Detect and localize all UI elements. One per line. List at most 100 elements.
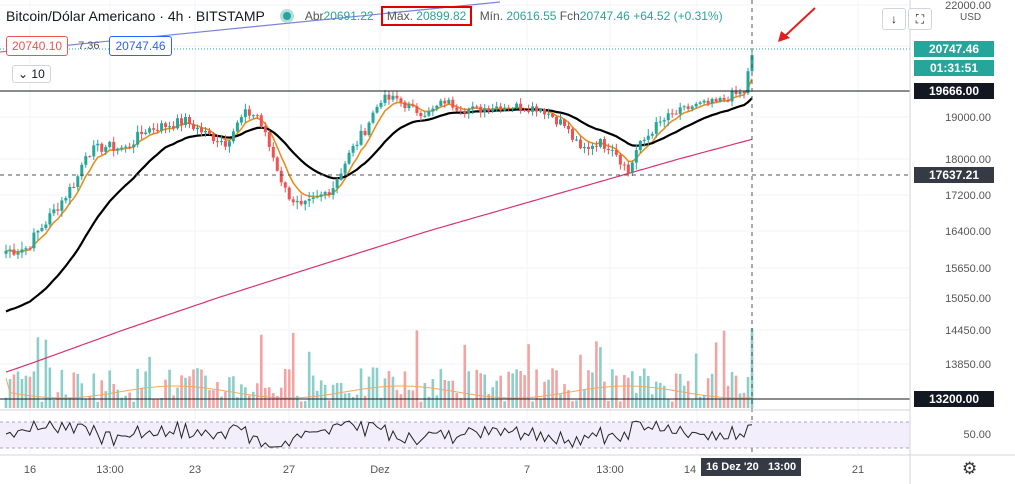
candle-body bbox=[176, 118, 180, 129]
candle-body bbox=[523, 109, 527, 111]
candle-body bbox=[168, 126, 172, 128]
volume-bar bbox=[260, 334, 263, 408]
candle-body bbox=[463, 111, 467, 113]
candle-body bbox=[407, 104, 411, 109]
scroll-down-button[interactable]: ↓ bbox=[882, 8, 906, 30]
candle-body bbox=[427, 111, 431, 116]
candle-body bbox=[299, 200, 303, 205]
candle-body bbox=[295, 200, 299, 203]
volume-bar bbox=[746, 377, 750, 408]
volume-bar bbox=[124, 395, 127, 408]
candle-body bbox=[503, 107, 507, 111]
volume-bar bbox=[112, 383, 116, 408]
volume-bar bbox=[339, 382, 343, 408]
volume-bar bbox=[84, 398, 88, 408]
candle-body bbox=[614, 149, 618, 155]
ask-price[interactable]: 20747.46 bbox=[109, 36, 172, 56]
x-tick-label: Dez bbox=[370, 464, 390, 476]
volume-bar bbox=[351, 397, 355, 408]
volume-bar bbox=[642, 368, 646, 408]
y-tick-label: 15050.00 bbox=[945, 293, 991, 305]
ma-length: 10 bbox=[31, 67, 45, 81]
candle-body bbox=[519, 103, 523, 110]
x-tick-label: 14 bbox=[684, 464, 696, 476]
candle-body bbox=[670, 113, 674, 115]
candle-body bbox=[403, 102, 407, 109]
volume-bar bbox=[56, 392, 60, 408]
volume-bar bbox=[303, 401, 307, 408]
volume-bar bbox=[379, 397, 383, 408]
candle-body bbox=[750, 54, 754, 72]
x-tick-label: 23 bbox=[189, 464, 201, 476]
volume-bar bbox=[650, 394, 654, 408]
volume-bar bbox=[447, 380, 451, 408]
candle-body bbox=[459, 110, 463, 112]
time-axis: 16 13:00 23 27 Dez 7 13:00 21 14 bbox=[24, 464, 864, 476]
volume-bar bbox=[160, 397, 163, 408]
x-tick-label: 7 bbox=[524, 464, 530, 476]
candle-body bbox=[483, 108, 487, 113]
volume-ma bbox=[5, 377, 753, 399]
candle-body bbox=[710, 98, 714, 104]
candle-body bbox=[730, 91, 734, 102]
candle-body bbox=[563, 119, 567, 126]
ohlc-readout: Abr20691.22 Máx. 20899.82 Mín. 20616.55 … bbox=[305, 6, 723, 26]
candle-body bbox=[642, 139, 646, 141]
volume-bar bbox=[252, 391, 255, 408]
candle-body bbox=[88, 156, 92, 158]
candle-body bbox=[582, 146, 586, 149]
candle-body bbox=[415, 106, 419, 113]
candle-body bbox=[451, 99, 455, 108]
volume-bar bbox=[204, 375, 207, 408]
volume-bar bbox=[607, 400, 610, 408]
y-tick-label: 18000.00 bbox=[945, 154, 991, 166]
candle-body bbox=[678, 107, 682, 114]
volume-bar bbox=[240, 384, 243, 408]
candle-body bbox=[686, 106, 690, 109]
volume-bar bbox=[690, 399, 694, 408]
candle-body bbox=[112, 141, 116, 151]
candle-body bbox=[375, 106, 379, 113]
candle-body bbox=[359, 130, 363, 145]
arrow-head bbox=[778, 31, 790, 42]
volume-bar bbox=[16, 371, 20, 408]
candle-body bbox=[96, 143, 100, 146]
candle-body bbox=[387, 94, 391, 100]
candle-body bbox=[267, 132, 271, 147]
volume-bar bbox=[104, 391, 108, 408]
candle-body bbox=[690, 106, 694, 109]
volume-bar bbox=[694, 353, 698, 408]
candle-body bbox=[72, 186, 76, 188]
x-tick-label: 27 bbox=[283, 464, 295, 476]
volume-bar bbox=[299, 401, 303, 408]
candle-body bbox=[319, 194, 323, 197]
volume-bar bbox=[20, 378, 24, 408]
candle-body bbox=[303, 200, 307, 205]
volume-bar bbox=[579, 354, 582, 408]
candle-body bbox=[742, 91, 746, 94]
volume-bar bbox=[188, 376, 191, 408]
annotations: + bbox=[778, 7, 926, 184]
candle-body bbox=[191, 124, 195, 130]
candle-body bbox=[32, 232, 36, 249]
candle-body bbox=[698, 102, 702, 104]
volume-bar bbox=[180, 375, 183, 408]
candle-body bbox=[443, 100, 447, 104]
crosshair-time-label: 16 Dez '20 13:00 bbox=[701, 458, 802, 476]
bid-price[interactable]: 20740.10 bbox=[6, 36, 69, 56]
gear-icon[interactable]: ⚙ bbox=[962, 459, 978, 478]
symbol-title[interactable]: Bitcoin/Dólar Americano · 4h · BITSTAMP bbox=[6, 8, 265, 24]
volume-bar bbox=[132, 401, 135, 408]
y-tick-label: 19000.00 bbox=[945, 112, 991, 124]
candle-body bbox=[64, 198, 68, 201]
volume-bars bbox=[4, 328, 754, 408]
candle-body bbox=[231, 131, 235, 142]
indicator-toggle[interactable]: ⌄ 10 bbox=[12, 65, 51, 83]
candle-body bbox=[60, 200, 64, 211]
fullscreen-button[interactable]: ⛶ bbox=[908, 8, 932, 30]
volume-bar bbox=[463, 344, 467, 408]
volume-bar bbox=[515, 369, 518, 408]
candle-body bbox=[315, 196, 319, 198]
volume-bar bbox=[359, 368, 363, 408]
